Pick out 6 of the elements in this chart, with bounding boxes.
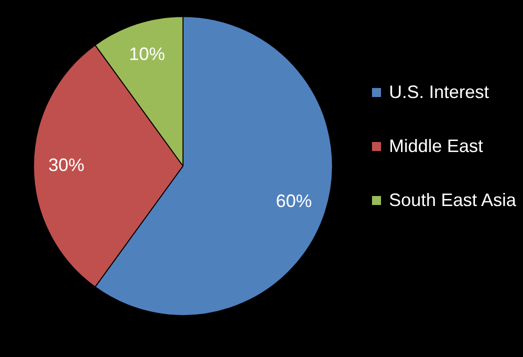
legend-label: Middle East — [389, 135, 484, 158]
data-label: 60% — [276, 191, 312, 212]
legend-label: South East Asia — [389, 189, 516, 212]
data-label: 30% — [48, 154, 84, 175]
data-label: 10% — [128, 44, 165, 64]
legend-label: U.S. Interest — [389, 81, 490, 104]
